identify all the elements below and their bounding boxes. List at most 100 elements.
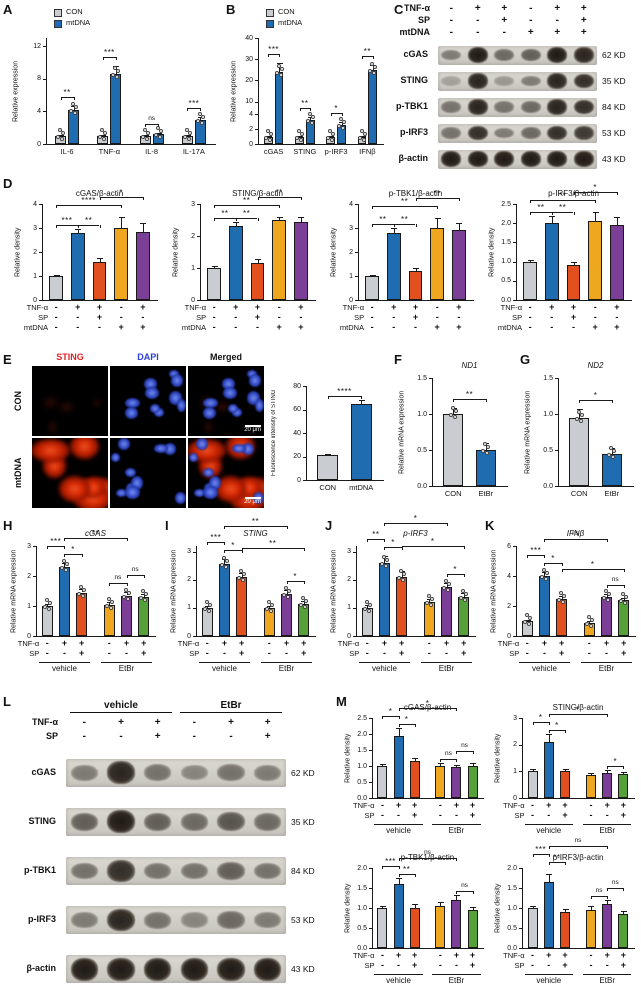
x-axis [258,144,384,145]
significance-bracket-end [64,545,66,549]
error-bar [573,261,575,266]
y-axis [516,204,517,301]
fluorescence-signal [69,438,99,460]
significance-bracket-end [257,196,259,200]
significance-bracket [56,225,78,227]
condition-mark: - [365,638,369,648]
data-point [73,110,78,115]
group-bracket [524,824,573,825]
y-tick [519,928,522,929]
chart-title: STING [243,529,268,538]
condition-row-label: TNF-α [342,303,365,312]
panel-label-j: J [325,518,333,533]
chart-density-ptbk1: p-TBK1/β-actin Relative density 0 1 2 3 4 ** ** *… [328,188,478,344]
blot-band [467,99,488,115]
fluorescence-signal [203,419,214,435]
condition-mark: - [119,302,123,312]
y-tick-label: 20 [293,453,301,460]
condition-mark: - [397,810,401,820]
error-bar [415,267,417,272]
significance-bracket-end [548,714,550,717]
condition-mark: - [449,3,453,14]
data-point [541,568,546,572]
error-bar-cap [298,216,305,218]
significance-bracket [607,766,624,767]
y-tick-label: 3 [27,542,31,550]
significance-label: ** [91,528,100,538]
x-axis [516,636,636,637]
condition-mark: + [118,322,124,332]
condition-mark: - [531,800,535,810]
significance-label: *** [530,545,542,555]
y-tick [303,480,306,481]
condition-mark: - [380,800,384,810]
significance-bracket [456,891,473,893]
significance-bracket-end [241,547,243,551]
data-point [539,575,544,579]
blot-band [520,151,541,167]
legend-swatch [54,9,62,17]
condition-mark: - [234,322,238,332]
error-bar-cap [562,908,569,910]
band-label: cGAS [403,49,428,59]
group-label: EtBr [438,664,455,673]
significance-bracket-end [382,866,384,869]
significance-bracket-end [372,224,374,227]
y-tick [303,386,306,387]
significance-bracket [384,546,402,548]
blot-band [520,75,541,87]
error-bar-cap [588,906,595,907]
data-point [485,451,490,455]
data-point [486,445,491,449]
significance-bracket [440,759,457,761]
blot-band [180,957,208,981]
bar [451,900,462,948]
error-bar-cap [53,274,60,276]
condition-mark: + [298,302,304,312]
y-axis [258,38,259,145]
significance-bracket-end [398,707,400,711]
significance-bracket-end [77,225,79,229]
y-tick [519,798,522,799]
micrograph [32,438,108,508]
y-tick [197,300,200,301]
chart-cytokine-expression: Relative expression 0 4 8 12 IL-6 TNF-α IL-8 IL-… [10,7,220,170]
significance-bracket-end [579,399,581,403]
bar [409,908,420,948]
y-tick-label: 40 [293,429,301,437]
condition-mark: - [380,810,384,820]
significance-bracket [235,217,258,219]
significance-bracket-end [330,113,332,117]
fluorescence-signal [91,398,103,409]
blot-band [547,73,568,89]
condition-mark: - [370,322,374,332]
significance-bracket-end [362,55,363,59]
condition-mark: + [527,27,534,38]
condition-mark: + [501,3,508,14]
data-point [276,63,281,68]
condition-mark: + [239,638,245,648]
bar [393,884,404,948]
if-column-header: DAPI [137,352,159,362]
bar [441,586,452,636]
error-bar [414,758,416,762]
condition-mark: - [555,15,559,26]
significance-bracket [224,525,287,527]
x-category-label: IL-6 [60,147,74,156]
bar [76,592,88,636]
y-axis-label: Relative mRNA expression [490,549,498,633]
blot-strip [66,857,286,885]
blot-band [547,99,568,115]
condition-mark: + [546,950,552,960]
significance-bracket [64,553,82,555]
group-label: vehicle [211,664,237,673]
condition-row-label: mtDNA [399,27,431,37]
y-tick-label: 0.0 [501,296,511,304]
data-point [330,137,335,142]
data-point [612,448,617,453]
data-point [301,595,306,600]
chart-density-cgas-etbr: cGAS/β-actin Relative density 0.0 0.5 1.0 1.5… [342,699,488,848]
y-tick-label: 1 [513,767,517,775]
y-tick-label: 3 [349,224,353,232]
condition-mark: - [454,960,458,970]
